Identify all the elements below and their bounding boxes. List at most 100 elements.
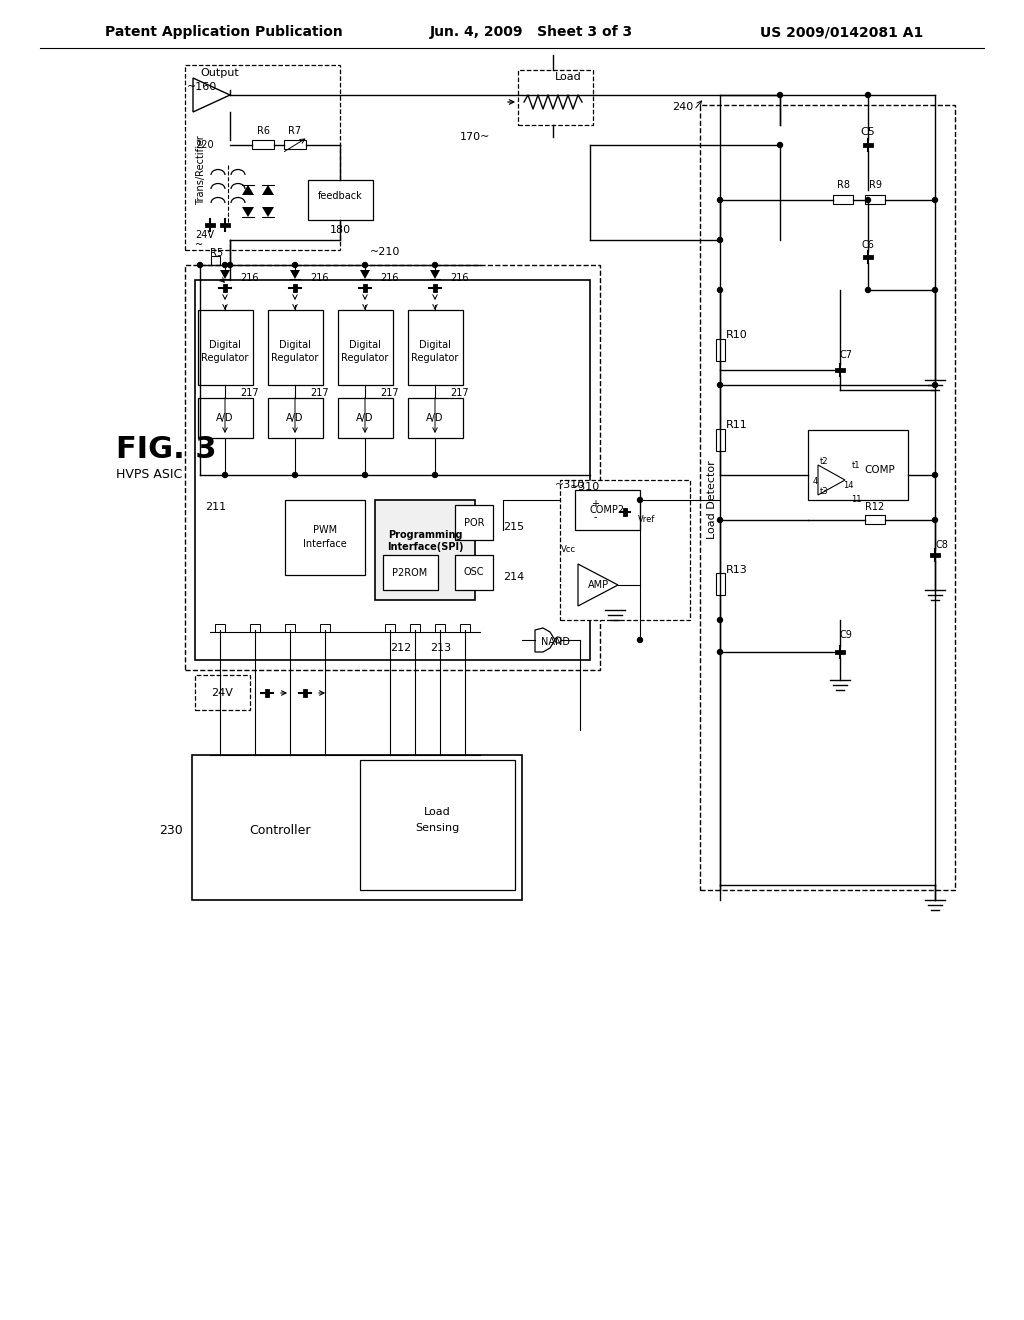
Text: A/D: A/D <box>356 413 374 422</box>
Bar <box>408 310 463 385</box>
Text: Output: Output <box>200 69 239 78</box>
Text: R11: R11 <box>726 420 748 430</box>
Text: Vref: Vref <box>638 516 655 524</box>
Circle shape <box>933 473 938 478</box>
Bar <box>360 760 515 890</box>
Circle shape <box>293 473 298 478</box>
Bar <box>808 430 908 500</box>
Text: 214: 214 <box>503 572 524 582</box>
Bar <box>195 280 590 660</box>
Text: feedback: feedback <box>317 191 362 201</box>
Bar <box>716 339 725 360</box>
Text: OSC: OSC <box>464 568 484 577</box>
Bar <box>252 140 274 149</box>
Circle shape <box>638 638 642 643</box>
Text: 230: 230 <box>160 824 183 837</box>
Bar <box>338 399 393 438</box>
Bar <box>575 490 640 531</box>
Bar <box>268 310 323 385</box>
Text: Vcc: Vcc <box>560 545 575 554</box>
Bar <box>308 180 373 220</box>
Text: 170~: 170~ <box>460 132 490 143</box>
Polygon shape <box>430 271 440 279</box>
Bar <box>185 265 600 671</box>
Text: 217: 217 <box>310 388 329 399</box>
Bar <box>410 624 420 632</box>
Text: Regulator: Regulator <box>341 352 389 363</box>
Text: t2: t2 <box>820 458 828 466</box>
Bar <box>185 65 340 249</box>
Text: 220: 220 <box>195 140 214 150</box>
Circle shape <box>865 288 870 293</box>
Text: ~310: ~310 <box>570 482 600 492</box>
Bar <box>716 573 725 595</box>
Circle shape <box>718 288 723 293</box>
Text: Regulator: Regulator <box>202 352 249 363</box>
Text: Jun. 4, 2009   Sheet 3 of 3: Jun. 4, 2009 Sheet 3 of 3 <box>430 25 633 40</box>
Text: Programming: Programming <box>388 531 462 540</box>
Text: Interface: Interface <box>303 539 347 549</box>
Circle shape <box>362 263 368 268</box>
Bar <box>435 624 445 632</box>
Bar <box>211 256 220 279</box>
Text: POR: POR <box>464 517 484 528</box>
Text: 217: 217 <box>450 388 469 399</box>
Polygon shape <box>220 271 230 279</box>
Bar <box>700 106 955 890</box>
Text: 212: 212 <box>390 643 412 653</box>
Circle shape <box>933 517 938 523</box>
Polygon shape <box>290 271 300 279</box>
Bar <box>865 515 885 524</box>
Text: 14: 14 <box>843 480 853 490</box>
Text: 216: 216 <box>240 273 258 282</box>
Circle shape <box>933 198 938 202</box>
Text: Sensing: Sensing <box>415 822 459 833</box>
Circle shape <box>227 263 232 268</box>
Bar <box>865 195 885 205</box>
Bar <box>375 500 475 601</box>
Bar <box>455 554 493 590</box>
Circle shape <box>718 238 723 243</box>
Text: COMP2: COMP2 <box>590 506 625 515</box>
Bar <box>319 624 330 632</box>
Text: R12: R12 <box>865 502 885 512</box>
Text: FIG. 3: FIG. 3 <box>116 436 216 465</box>
Text: NAND: NAND <box>541 638 569 647</box>
Text: Interface(SPI): Interface(SPI) <box>387 543 463 552</box>
Text: 11: 11 <box>851 495 861 504</box>
Bar <box>385 624 395 632</box>
Text: C9: C9 <box>840 630 853 640</box>
Text: R9: R9 <box>868 180 882 190</box>
Circle shape <box>293 263 298 268</box>
Text: R6: R6 <box>256 125 269 136</box>
Text: t1: t1 <box>852 461 860 470</box>
Circle shape <box>718 198 723 202</box>
Text: ~: ~ <box>195 240 203 249</box>
Bar <box>268 399 323 438</box>
Bar <box>195 675 250 710</box>
Text: Regulator: Regulator <box>412 352 459 363</box>
Bar <box>383 554 438 590</box>
Circle shape <box>865 92 870 98</box>
Text: PWM: PWM <box>313 525 337 535</box>
Bar <box>518 70 593 125</box>
Circle shape <box>222 263 227 268</box>
Text: 240: 240 <box>672 102 693 112</box>
Text: Regulator: Regulator <box>271 352 318 363</box>
Polygon shape <box>262 185 274 195</box>
Polygon shape <box>818 465 845 495</box>
Bar <box>408 399 463 438</box>
Text: 216: 216 <box>380 273 398 282</box>
Circle shape <box>638 498 642 503</box>
Text: R7: R7 <box>289 125 301 136</box>
Text: Digital: Digital <box>280 341 311 350</box>
Text: 24V: 24V <box>195 230 214 240</box>
Text: R13: R13 <box>726 565 748 576</box>
Text: 217: 217 <box>240 388 259 399</box>
Polygon shape <box>242 207 254 216</box>
Text: Digital: Digital <box>349 341 381 350</box>
Bar <box>193 755 522 900</box>
Text: HVPS ASIC: HVPS ASIC <box>116 469 182 482</box>
Circle shape <box>865 198 870 202</box>
Polygon shape <box>193 78 230 112</box>
